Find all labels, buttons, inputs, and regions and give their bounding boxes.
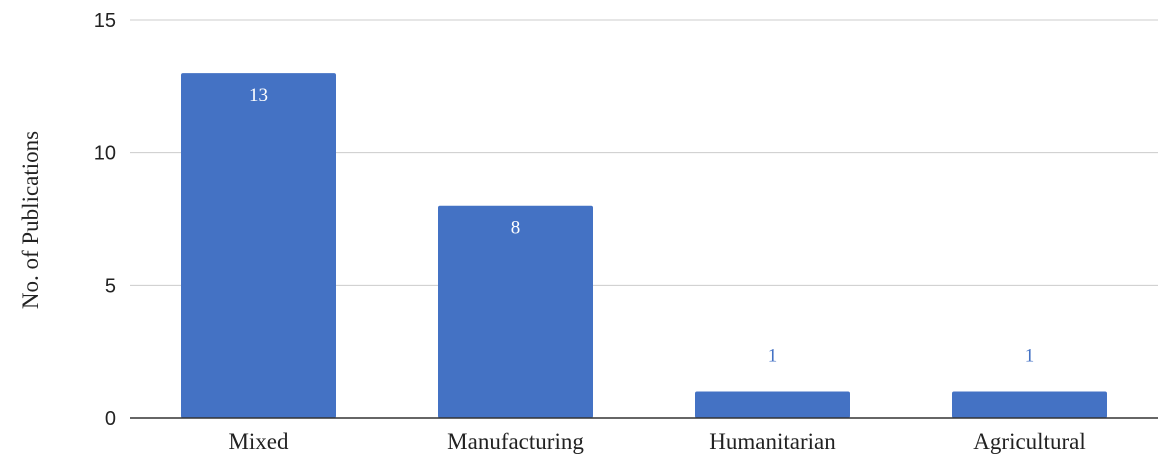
bar-manufacturing: [438, 205, 593, 418]
y-axis-label: No. of Publications: [18, 131, 43, 309]
y-tick-label: 0: [105, 408, 116, 430]
y-tick-label: 5: [105, 275, 116, 297]
y-tick-label: 15: [94, 10, 116, 32]
x-tick-label: Mixed: [228, 429, 289, 454]
bar-agricultural: [952, 391, 1107, 418]
data-label: 13: [249, 85, 268, 106]
y-tick-label: 10: [94, 143, 116, 165]
x-tick-labels: Mixed Manufacturing Humanitarian Agricultur…: [228, 429, 1085, 454]
data-labels: 13 8 1 1: [249, 85, 1034, 366]
x-tick-label: Agricultural: [973, 429, 1085, 454]
bar-mixed: [181, 73, 336, 419]
bar-humanitarian: [695, 391, 850, 418]
data-label: 1: [1025, 345, 1035, 366]
data-label: 8: [511, 218, 521, 239]
data-label: 1: [768, 345, 778, 366]
x-tick-label: Manufacturing: [447, 429, 584, 454]
y-tick-labels: 0 5 10 15: [94, 10, 116, 430]
x-tick-label: Humanitarian: [709, 429, 836, 454]
bars: [181, 73, 1107, 419]
